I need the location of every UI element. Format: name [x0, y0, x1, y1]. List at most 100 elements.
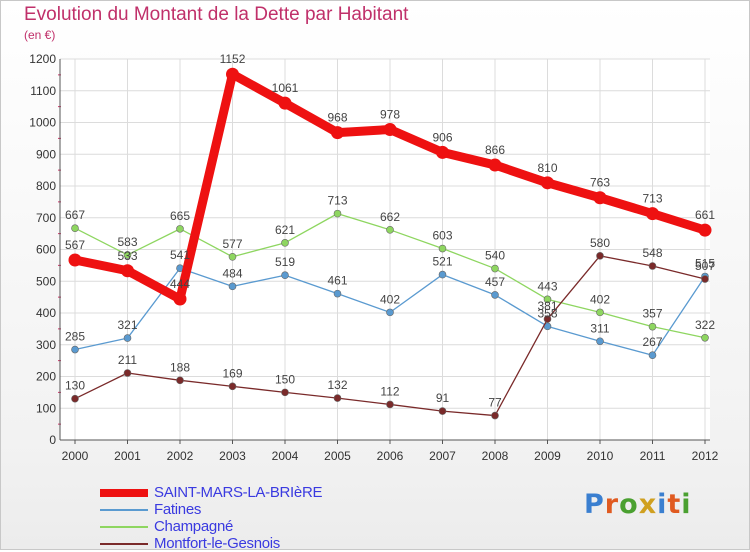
data-label: 583: [117, 235, 137, 249]
legend: SAINT-MARS-LA-BRIèRE Fatines Champagné Mont…: [100, 484, 400, 552]
data-label: 461: [327, 274, 347, 288]
data-point: [596, 337, 604, 346]
data-point: [491, 291, 499, 299]
data-label: 507: [695, 259, 715, 273]
x-tick-label: 2007: [429, 449, 456, 463]
data-label: 77: [488, 396, 502, 410]
data-point: [386, 226, 394, 234]
data-label: 402: [380, 292, 400, 306]
logo-letter: x: [638, 489, 658, 520]
data-label: 457: [485, 275, 505, 289]
data-label: 381: [537, 299, 557, 313]
data-label: 484: [222, 266, 242, 280]
data-label: 211: [118, 353, 137, 367]
y-tick-label: 900: [36, 147, 56, 161]
data-label: 169: [222, 366, 242, 380]
data-label: 267: [642, 335, 662, 349]
data-point: [173, 292, 187, 306]
data-label: 91: [436, 391, 450, 405]
y-tick-label: 500: [36, 274, 56, 288]
logo-letter: i: [681, 489, 692, 520]
data-label: 358: [537, 306, 557, 320]
data-point: [646, 207, 659, 221]
data-label: 810: [537, 161, 557, 175]
data-label: 577: [222, 237, 242, 251]
data-point: [333, 394, 342, 402]
data-point: [123, 251, 132, 259]
data-label: 285: [65, 330, 85, 344]
data-label: 150: [275, 372, 295, 386]
y-tick-label: 800: [36, 179, 56, 193]
data-label: 906: [432, 130, 452, 144]
data-point: [698, 223, 712, 237]
data-label: 968: [327, 111, 347, 125]
data-point: [383, 122, 397, 136]
legend-item: Champagné: [100, 518, 400, 535]
data-label: 132: [327, 378, 347, 392]
data-label: 443: [537, 279, 557, 293]
data-label: 548: [642, 246, 662, 260]
legend-label: SAINT-MARS-LA-BRIèRE: [154, 484, 323, 501]
x-tick-label: 2009: [534, 449, 561, 463]
data-point: [436, 145, 449, 159]
logo-letter: r: [604, 489, 620, 520]
data-label: 311: [590, 321, 609, 335]
data-label: 521: [432, 255, 452, 269]
y-tick-label: 100: [36, 401, 56, 415]
x-tick-label: 2000: [62, 449, 89, 463]
x-tick-label: 2010: [587, 449, 614, 463]
data-label: 1152: [220, 52, 246, 66]
data-label: 541: [170, 248, 190, 262]
x-tick-label: 2004: [272, 449, 299, 463]
logo-letter: o: [619, 489, 639, 520]
x-tick-label: 2006: [377, 449, 404, 463]
data-label: 866: [485, 143, 505, 157]
data-point: [281, 388, 289, 397]
y-tick-label: 200: [36, 370, 56, 384]
data-point: [543, 295, 552, 304]
data-label: 444: [170, 277, 190, 291]
data-point: [278, 96, 292, 110]
data-point: [281, 271, 289, 280]
data-point: [71, 345, 79, 354]
y-tick-label: 300: [36, 338, 56, 352]
y-tick-label: 0: [49, 433, 56, 447]
data-point: [71, 394, 79, 403]
y-tick-label: 600: [36, 243, 56, 257]
data-point: [331, 126, 344, 140]
data-label: 978: [380, 107, 400, 121]
data-label: 763: [590, 176, 610, 190]
data-point: [593, 191, 607, 205]
logo-letter: i: [657, 489, 668, 520]
data-point: [491, 411, 499, 420]
data-point: [438, 244, 447, 253]
data-label: 621: [275, 223, 295, 237]
data-label: 667: [65, 208, 85, 222]
data-point: [228, 382, 237, 391]
data-label: 357: [642, 307, 662, 321]
data-point: [701, 333, 709, 342]
data-point: [488, 158, 502, 172]
legend-item: Montfort-le-Gesnois: [100, 535, 400, 552]
data-point: [228, 282, 237, 291]
data-label: 112: [380, 384, 399, 398]
x-tick-label: 2003: [219, 449, 246, 463]
data-label: 533: [117, 249, 137, 263]
data-point: [386, 400, 394, 409]
proxiti-logo: Proxiti: [584, 489, 692, 520]
y-tick-label: 700: [36, 211, 56, 225]
data-point: [543, 315, 552, 323]
data-label: 580: [590, 236, 610, 250]
data-label: 603: [432, 229, 452, 243]
data-point: [491, 264, 499, 273]
chart-subtitle: (en €): [24, 28, 56, 42]
data-point: [438, 407, 447, 415]
data-point: [176, 225, 184, 233]
legend-swatch: [100, 543, 148, 545]
x-tick-label: 2001: [114, 449, 141, 463]
data-point: [541, 176, 554, 190]
data-label: 713: [327, 194, 347, 208]
data-label: 130: [65, 379, 85, 393]
y-tick-label: 1200: [29, 52, 56, 66]
